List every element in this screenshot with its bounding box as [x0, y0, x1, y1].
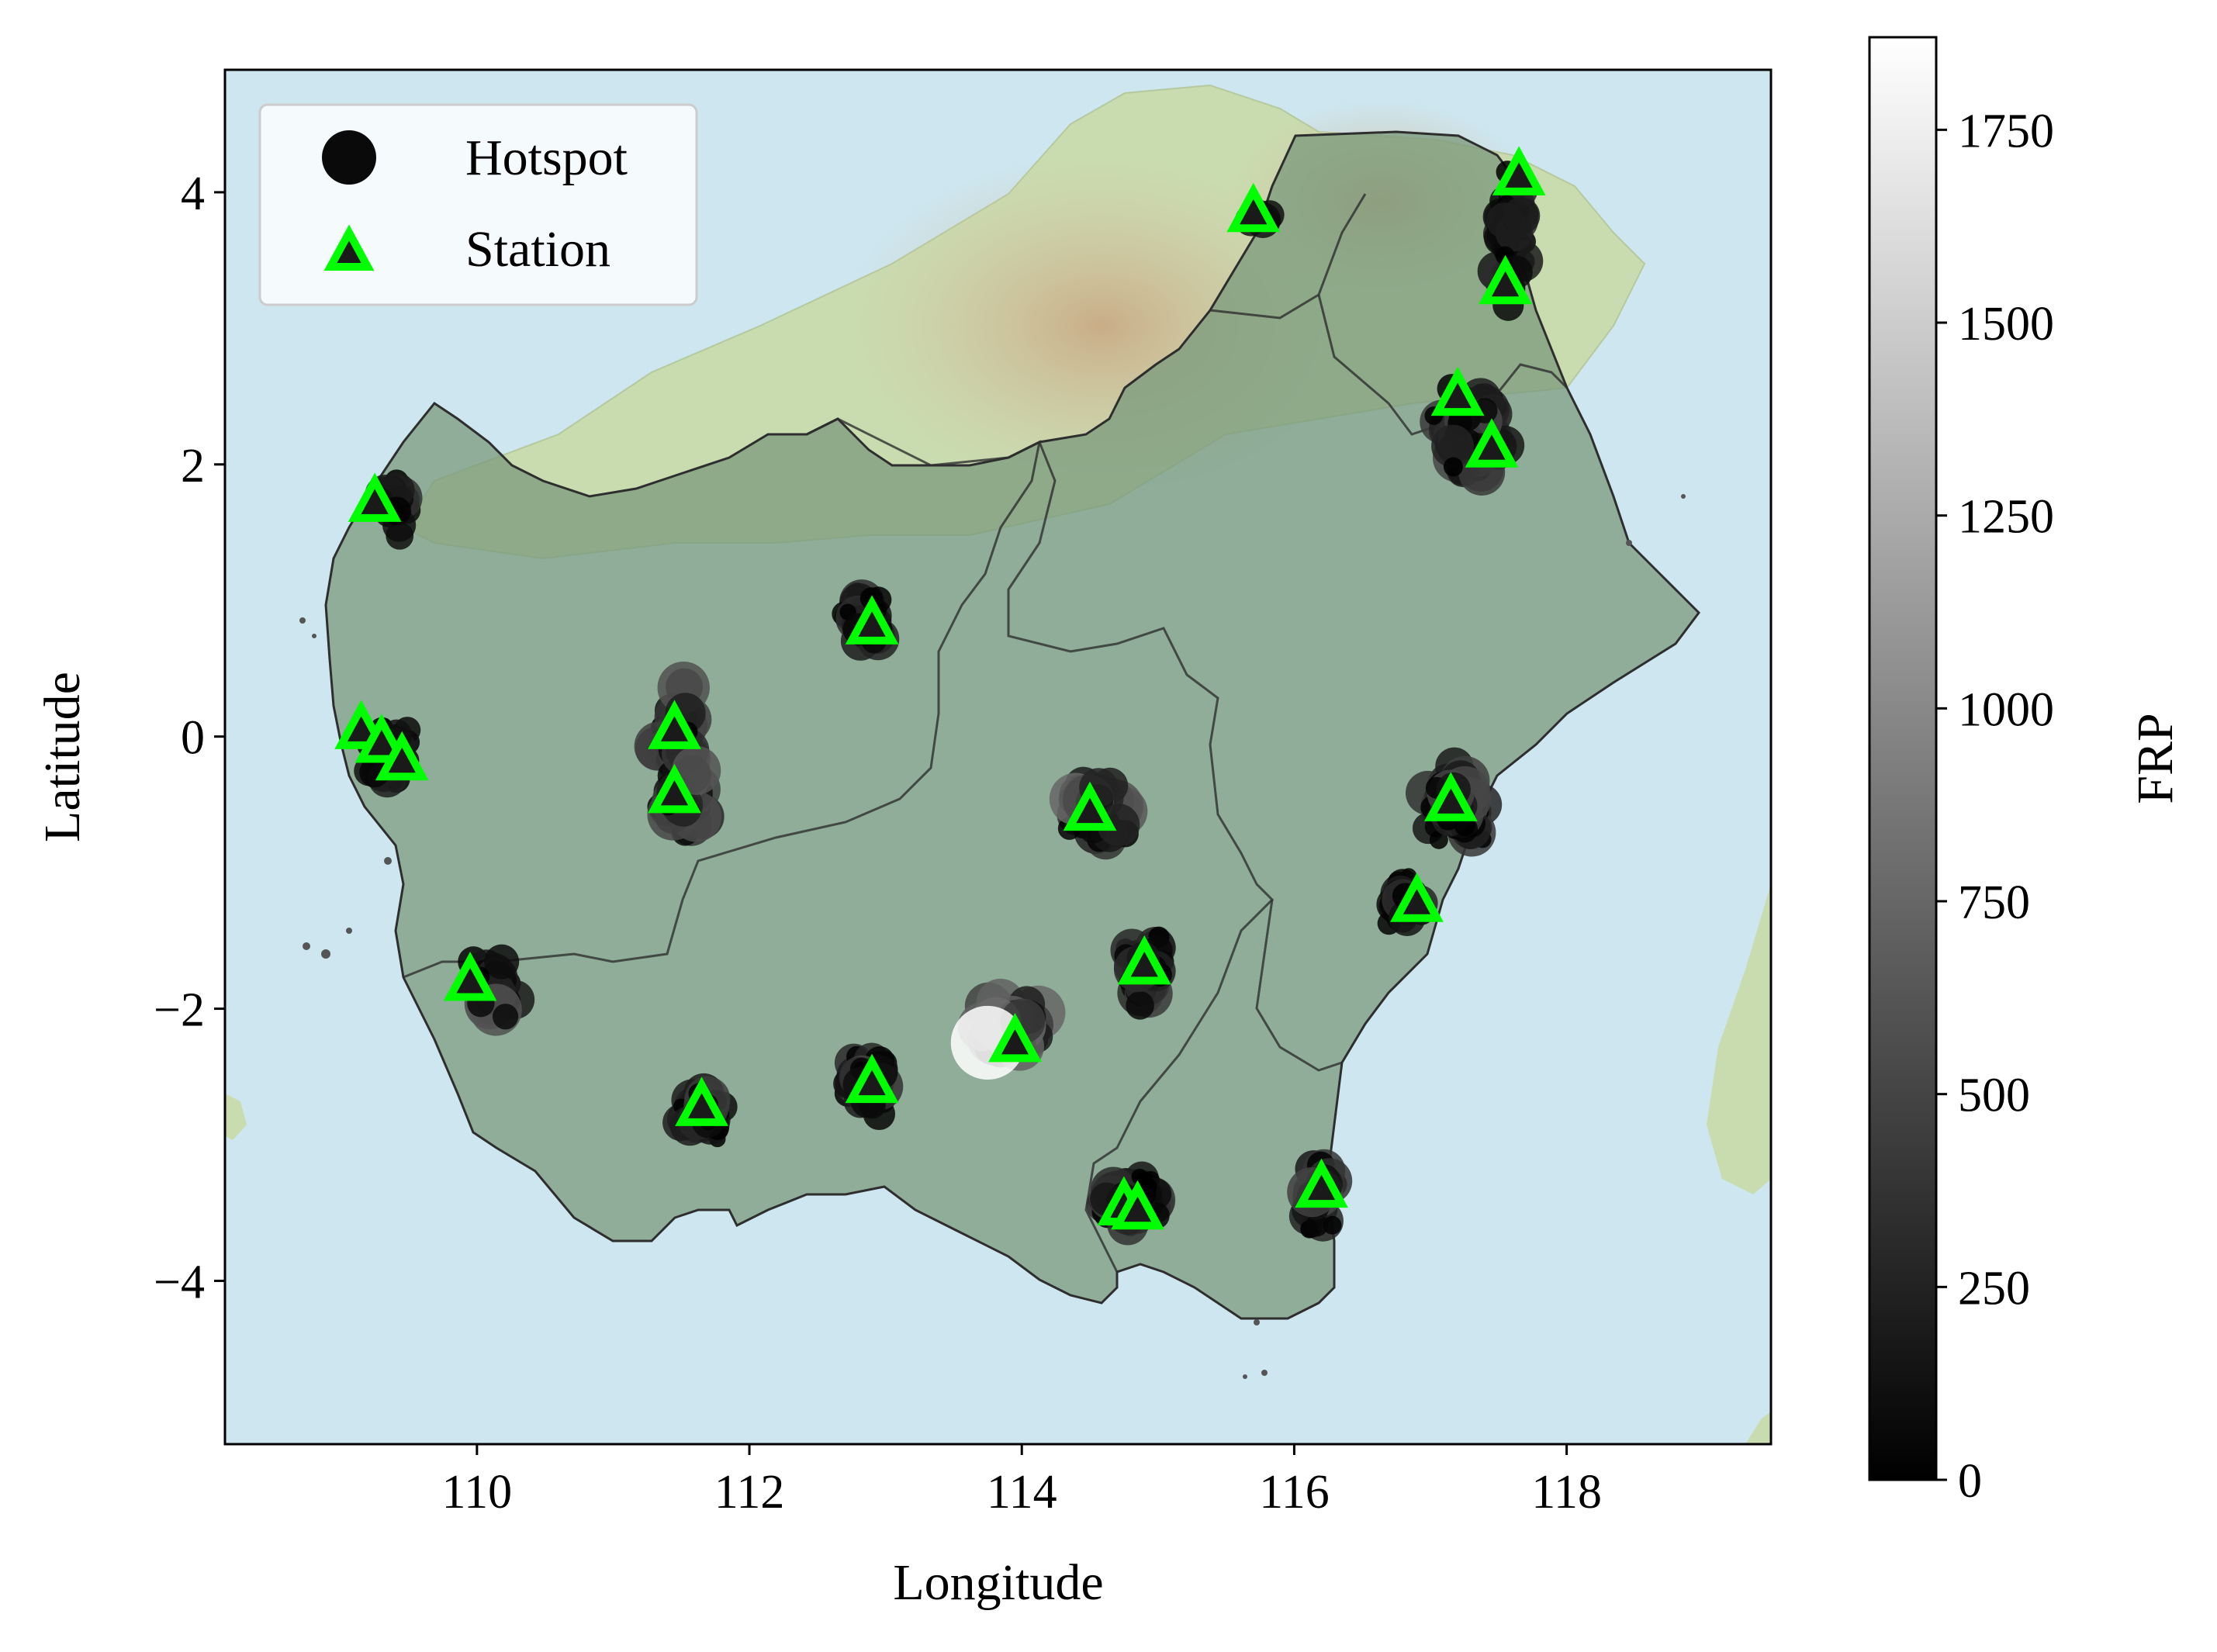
colorbar-tick-label: 750: [1958, 876, 2030, 929]
station-marker: [648, 763, 701, 814]
legend: Hotspot Station: [258, 103, 698, 306]
hotspot-marker: [1429, 830, 1448, 849]
hotspot-marker: [1097, 804, 1140, 846]
java-land: [1745, 1412, 1771, 1444]
hotspot-marker: [484, 944, 520, 980]
station-marker: [443, 951, 497, 1001]
legend-hotspot-marker: [322, 130, 376, 185]
station-marker: [988, 1012, 1042, 1063]
colorbar: 0 250 500 750 1000 1250 1500 1750 FRP: [1868, 36, 2184, 1508]
x-axis-ticks: 110 112 114 116 118: [441, 1444, 1602, 1519]
x-axis-label: Longitude: [893, 1554, 1103, 1611]
x-tick-label: 110: [441, 1466, 512, 1519]
y-tick-label: 0: [181, 712, 205, 765]
station-marker: [845, 1053, 899, 1104]
y-axis-ticks: 4 2 0 −2 −4: [154, 168, 225, 1308]
colorbar-tick-label: 500: [1958, 1070, 2030, 1122]
station-marker: [355, 713, 409, 763]
y-tick-label: 4: [181, 168, 205, 220]
colorbar-gradient: [1868, 36, 1938, 1481]
legend-station-marker: [323, 224, 375, 271]
station-marker: [1111, 1180, 1164, 1230]
x-tick-label: 112: [714, 1466, 785, 1519]
station-marker: [1423, 772, 1478, 821]
hotspot-marker: [1431, 424, 1475, 468]
station-marker: [1390, 873, 1444, 922]
hotspot-marker: [1486, 202, 1524, 240]
colorbar-ticks: 0 250 500 750 1000 1250 1500 1750: [1936, 105, 2054, 1508]
hotspot-marker: [1323, 1215, 1342, 1235]
station-marker: [375, 731, 429, 781]
y-tick-label: 2: [181, 440, 205, 492]
map-plot-area: [225, 70, 1771, 1444]
station-marker: [1226, 182, 1281, 233]
western-islands: [299, 494, 1686, 1379]
province-boundaries: [403, 193, 1569, 1273]
plot-frame: [223, 68, 1773, 1446]
sulawesi-land: [1707, 884, 1771, 1194]
colorbar-tick-label: 250: [1958, 1262, 2030, 1315]
y-axis-label: Latitude: [34, 672, 91, 842]
station-marker: [648, 700, 701, 749]
colorbar-tick-label: 1500: [1958, 298, 2054, 351]
station-marker: [1492, 146, 1546, 195]
hotspot-marker: [1443, 457, 1463, 477]
x-tick-label: 114: [987, 1466, 1057, 1519]
hotspot-marker: [492, 1004, 519, 1030]
hotspot-marker: [1126, 991, 1154, 1020]
colorbar-label: FRP: [2127, 713, 2184, 804]
colorbar-tick-label: 1250: [1958, 491, 2054, 544]
hotspot-marker: [1131, 1168, 1148, 1185]
station-marker: [1063, 781, 1117, 831]
belitung-land: [225, 1094, 247, 1140]
station-marker: [348, 472, 402, 522]
station-marker: [1117, 935, 1171, 985]
station-marker: [1465, 418, 1519, 468]
legend-hotspot-label: Hotspot: [465, 130, 628, 186]
station-marker: [1479, 254, 1532, 305]
colorbar-tick-label: 1000: [1958, 683, 2054, 736]
x-tick-label: 116: [1259, 1466, 1330, 1519]
station-marker: [1295, 1158, 1348, 1208]
y-tick-label: −2: [154, 984, 205, 1037]
legend-station-label: Station: [465, 221, 610, 278]
y-tick-label: −4: [154, 1256, 205, 1308]
x-tick-label: 118: [1531, 1466, 1602, 1519]
colorbar-tick-label: 0: [1958, 1455, 1982, 1508]
hotspot-marker: [1306, 1214, 1329, 1237]
station-marker: [675, 1077, 728, 1126]
colorbar-tick-label: 1750: [1958, 105, 2054, 157]
stations-layer: [334, 146, 1546, 1230]
station-marker: [1430, 366, 1485, 416]
station-marker: [845, 595, 899, 645]
